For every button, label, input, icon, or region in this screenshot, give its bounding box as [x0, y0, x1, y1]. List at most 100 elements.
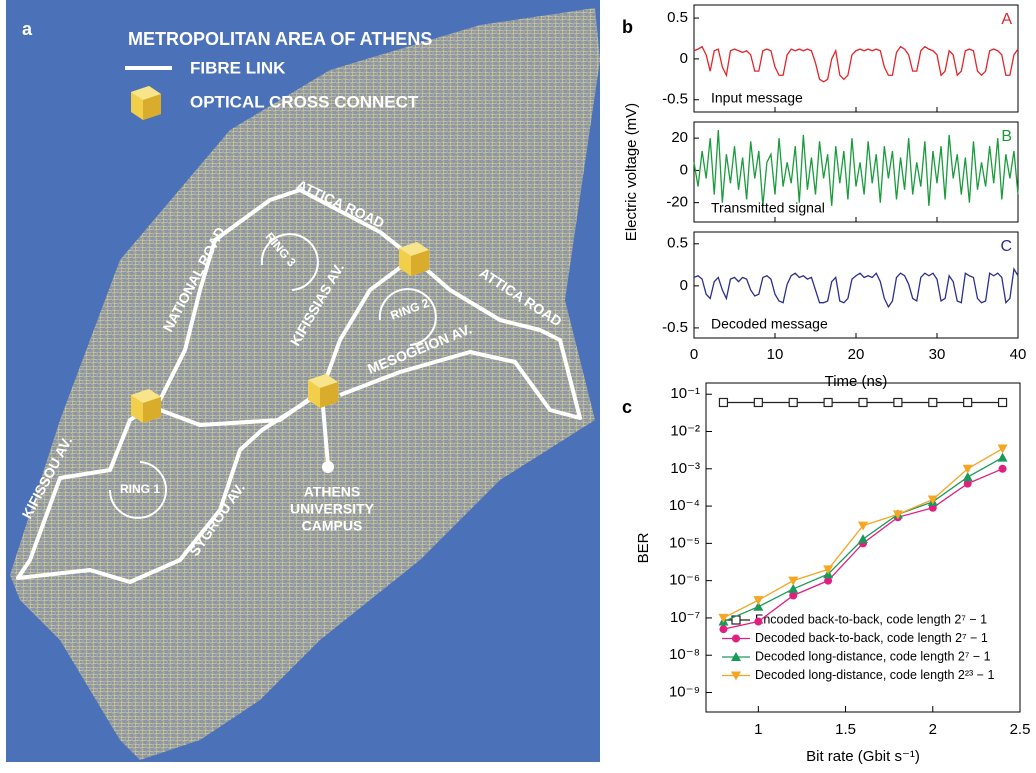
- y-tick-label: 20: [671, 129, 688, 146]
- y-tick-label: 0.5: [667, 235, 688, 252]
- series-line: [723, 468, 1003, 630]
- marker: [997, 397, 1008, 408]
- marker: [754, 617, 763, 626]
- y-tick-label: -0.5: [662, 319, 688, 336]
- signal-line: [693, 45, 1019, 83]
- marker: [962, 464, 973, 474]
- marker: [858, 397, 868, 408]
- legend-label: OPTICAL CROSS CONNECT: [190, 92, 419, 111]
- map-panel: a METROPOLITAN AREA OF ATHENS FIBRE LINK…: [6, 0, 600, 762]
- marker: [718, 613, 729, 623]
- x-tick-label: 30: [929, 346, 946, 363]
- x-tick-label: 2: [929, 721, 937, 738]
- subplot-letter: A: [1001, 11, 1012, 28]
- panel-label: a: [22, 19, 33, 39]
- panel-label: b: [622, 17, 633, 37]
- y-tick-label: 0.5: [667, 9, 688, 26]
- legend-label: Encoded back-to-back, code length 2⁷ − 1: [755, 612, 987, 626]
- x-tick-label: 0: [690, 346, 698, 363]
- y-tick-label: 10⁻⁵: [669, 534, 700, 551]
- plot-frame: [705, 382, 1021, 713]
- y-tick-label: 10⁻⁹: [669, 683, 700, 700]
- legend-label: Decoded long-distance, code length 2²³ −…: [755, 668, 994, 682]
- fibre-network: [16, 188, 582, 584]
- marker: [718, 397, 729, 408]
- y-axis-label: BER: [635, 532, 652, 563]
- campus-label: ATHENS: [304, 484, 361, 500]
- x-tick-label: 1.5: [835, 721, 856, 738]
- x-axis-label: Time (ns): [825, 373, 888, 390]
- subplot-letter: B: [1001, 128, 1012, 145]
- y-tick-label: -20: [666, 194, 688, 211]
- marker: [719, 625, 728, 634]
- oxc-legend-icon: [131, 86, 161, 120]
- x-tick-label: 2.5: [1010, 721, 1031, 738]
- marker: [824, 576, 833, 585]
- marker: [788, 583, 799, 593]
- oxc-node: [131, 389, 161, 423]
- campus-label: UNIVERSITY: [290, 501, 375, 517]
- signal-caption: Transmitted signal: [711, 200, 825, 216]
- legend-label: Decoded back-to-back, code length 2⁷ − 1: [755, 631, 988, 645]
- campus-label: CAMPUS: [302, 518, 363, 534]
- marker: [892, 510, 903, 520]
- marker: [789, 591, 798, 600]
- subplot-letter: C: [1000, 238, 1012, 255]
- oxc-node: [308, 374, 338, 408]
- legend-marker: [732, 634, 740, 643]
- map-title: METROPOLITAN AREA OF ATHENS: [128, 29, 432, 49]
- legend-label: FIBRE LINK: [190, 58, 286, 77]
- fibre-link: [16, 390, 324, 584]
- marker: [997, 444, 1008, 454]
- y-tick-label: 10⁻⁶: [669, 572, 700, 589]
- ring-arrow: [378, 288, 437, 346]
- marker: [962, 472, 973, 482]
- campus-marker: [322, 461, 334, 473]
- marker: [753, 397, 763, 408]
- marker: [753, 601, 764, 611]
- x-tick-label: 40: [1010, 346, 1027, 363]
- x-tick-label: 1: [754, 721, 762, 738]
- marker: [998, 464, 1007, 473]
- ring-arrow: [260, 233, 319, 291]
- legend-marker: [731, 671, 741, 681]
- y-tick-label: 10⁻²: [670, 422, 700, 439]
- signal-line: [693, 130, 1019, 206]
- y-tick-label: 0: [680, 277, 688, 294]
- marker: [858, 534, 868, 544]
- marker: [823, 397, 833, 408]
- signal-caption: Decoded message: [711, 316, 828, 332]
- marker: [963, 479, 972, 488]
- y-tick-label: 0: [680, 161, 688, 178]
- ring-label: RING 1: [120, 482, 160, 496]
- marker: [928, 397, 938, 408]
- marker: [753, 596, 764, 606]
- ring-arrow: [109, 461, 167, 519]
- oxc-node: [399, 242, 429, 276]
- y-tick-label: 10⁻⁸: [669, 646, 700, 663]
- x-axis-label: Bit rate (Gbit s⁻¹): [806, 748, 920, 765]
- y-tick-label: 0: [680, 50, 688, 67]
- x-tick-label: 10: [767, 346, 784, 363]
- marker: [823, 565, 834, 575]
- marker: [963, 397, 973, 408]
- marker: [788, 397, 798, 408]
- marker: [788, 576, 799, 586]
- legend-marker: [731, 652, 741, 661]
- y-tick-label: 10⁻¹: [670, 385, 700, 402]
- panel-label: c: [622, 397, 632, 417]
- marker: [893, 397, 903, 408]
- marker: [927, 495, 938, 505]
- y-tick-label: 10⁻³: [670, 460, 700, 477]
- marker: [858, 521, 868, 531]
- signal-line: [693, 267, 1019, 309]
- signal-caption: Input message: [711, 90, 803, 106]
- y-tick-label: -0.5: [662, 91, 688, 108]
- oxc-nodes: [131, 86, 429, 423]
- marker: [997, 452, 1008, 462]
- legend-label: Decoded long-distance, code length 2⁷ − …: [755, 649, 991, 663]
- y-tick-label: 10⁻⁷: [670, 609, 700, 626]
- y-tick-label: 10⁻⁴: [669, 497, 700, 514]
